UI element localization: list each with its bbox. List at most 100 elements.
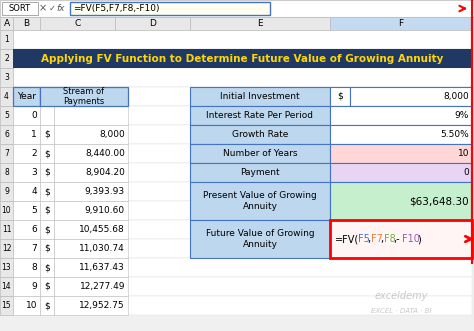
Text: 9: 9 (4, 187, 9, 196)
Text: 8,904.20: 8,904.20 (85, 168, 125, 177)
Text: $: $ (44, 187, 50, 196)
Text: EXCEL · DATA · BI: EXCEL · DATA · BI (371, 308, 431, 314)
Bar (40, 220, 54, 239)
Text: 9,393.93: 9,393.93 (85, 187, 125, 196)
Text: 10,455.68: 10,455.68 (79, 225, 125, 234)
Bar (13, 87, 472, 106)
Bar (0, 277, 13, 296)
Bar (13, 296, 40, 315)
Bar (13, 30, 472, 49)
Bar (54, 125, 128, 144)
Bar (13, 163, 472, 182)
Text: 8,000: 8,000 (443, 92, 469, 101)
Bar (13, 49, 472, 68)
Bar (13, 258, 40, 277)
Text: 11,030.74: 11,030.74 (79, 244, 125, 253)
Bar (40, 277, 54, 296)
Bar (13, 87, 40, 106)
Bar (70, 2, 270, 15)
Bar (54, 163, 128, 182)
Text: 0: 0 (31, 111, 37, 120)
Text: E: E (257, 19, 263, 28)
Bar (13, 201, 472, 220)
Text: $: $ (44, 206, 50, 215)
Bar (40, 87, 128, 106)
Text: 9: 9 (31, 282, 37, 291)
Bar (0, 163, 13, 182)
Text: 1: 1 (4, 35, 9, 44)
Text: 6: 6 (4, 130, 9, 139)
Bar (54, 106, 128, 125)
Bar (13, 125, 472, 144)
Text: $: $ (44, 168, 50, 177)
Text: $63,648.30: $63,648.30 (410, 196, 469, 206)
Bar (13, 182, 472, 201)
Text: ): ) (417, 234, 421, 244)
Text: 15: 15 (2, 301, 11, 310)
Text: 8,440.00: 8,440.00 (85, 149, 125, 158)
Text: $: $ (44, 244, 50, 253)
Bar (40, 125, 54, 144)
Bar (54, 201, 128, 220)
Text: Initial Investment: Initial Investment (220, 92, 300, 101)
Text: 2: 2 (31, 149, 37, 158)
Text: 5: 5 (4, 111, 9, 120)
Text: 1: 1 (31, 130, 37, 139)
Bar (0, 106, 13, 125)
Bar (54, 258, 128, 277)
Bar (190, 144, 330, 163)
Text: F5: F5 (358, 234, 370, 244)
Bar (13, 106, 472, 125)
Text: ,-: ,- (393, 234, 400, 244)
Text: ,: , (367, 234, 370, 244)
Bar (13, 296, 472, 315)
Bar (13, 144, 40, 163)
Text: F10: F10 (402, 234, 420, 244)
Bar (190, 125, 330, 144)
Bar (54, 220, 128, 239)
Text: F7: F7 (371, 234, 383, 244)
Text: Applying FV Function to Determine Future Value of Growing Annuity: Applying FV Function to Determine Future… (41, 54, 443, 64)
Text: fx: fx (57, 4, 65, 13)
Bar (54, 144, 128, 163)
Bar (40, 182, 54, 201)
Bar (115, 17, 190, 30)
Text: B: B (23, 19, 29, 28)
Bar (0, 30, 13, 49)
Text: 14: 14 (2, 282, 11, 291)
Text: =FV(: =FV( (335, 234, 359, 244)
Text: 11,637.43: 11,637.43 (79, 263, 125, 272)
Text: Present Value of Growing
Annuity: Present Value of Growing Annuity (203, 191, 317, 211)
Text: $: $ (337, 92, 343, 101)
Bar (54, 296, 128, 315)
Text: ×: × (39, 4, 47, 14)
Bar (13, 182, 40, 201)
Bar (13, 106, 40, 125)
Bar (40, 17, 115, 30)
Text: 3: 3 (31, 168, 37, 177)
Bar (350, 87, 472, 106)
Text: ,: , (380, 234, 383, 244)
Bar (13, 49, 472, 68)
Bar (0, 125, 13, 144)
Text: 12: 12 (2, 244, 11, 253)
Bar (54, 277, 128, 296)
Text: 3: 3 (4, 73, 9, 82)
Bar (0, 17, 13, 30)
Bar (330, 106, 472, 125)
Text: Growth Rate: Growth Rate (232, 130, 288, 139)
Bar (190, 220, 330, 258)
Bar (330, 144, 472, 163)
Text: 10: 10 (26, 301, 37, 310)
Bar (40, 239, 54, 258)
Text: D: D (149, 19, 156, 28)
Bar (330, 17, 472, 30)
Bar (0, 239, 13, 258)
Bar (0, 87, 13, 106)
Text: Interest Rate Per Period: Interest Rate Per Period (207, 111, 313, 120)
Bar (40, 144, 54, 163)
Bar (0, 258, 13, 277)
Bar (460, 0, 474, 331)
Bar (0, 201, 13, 220)
Bar (0, 68, 13, 87)
